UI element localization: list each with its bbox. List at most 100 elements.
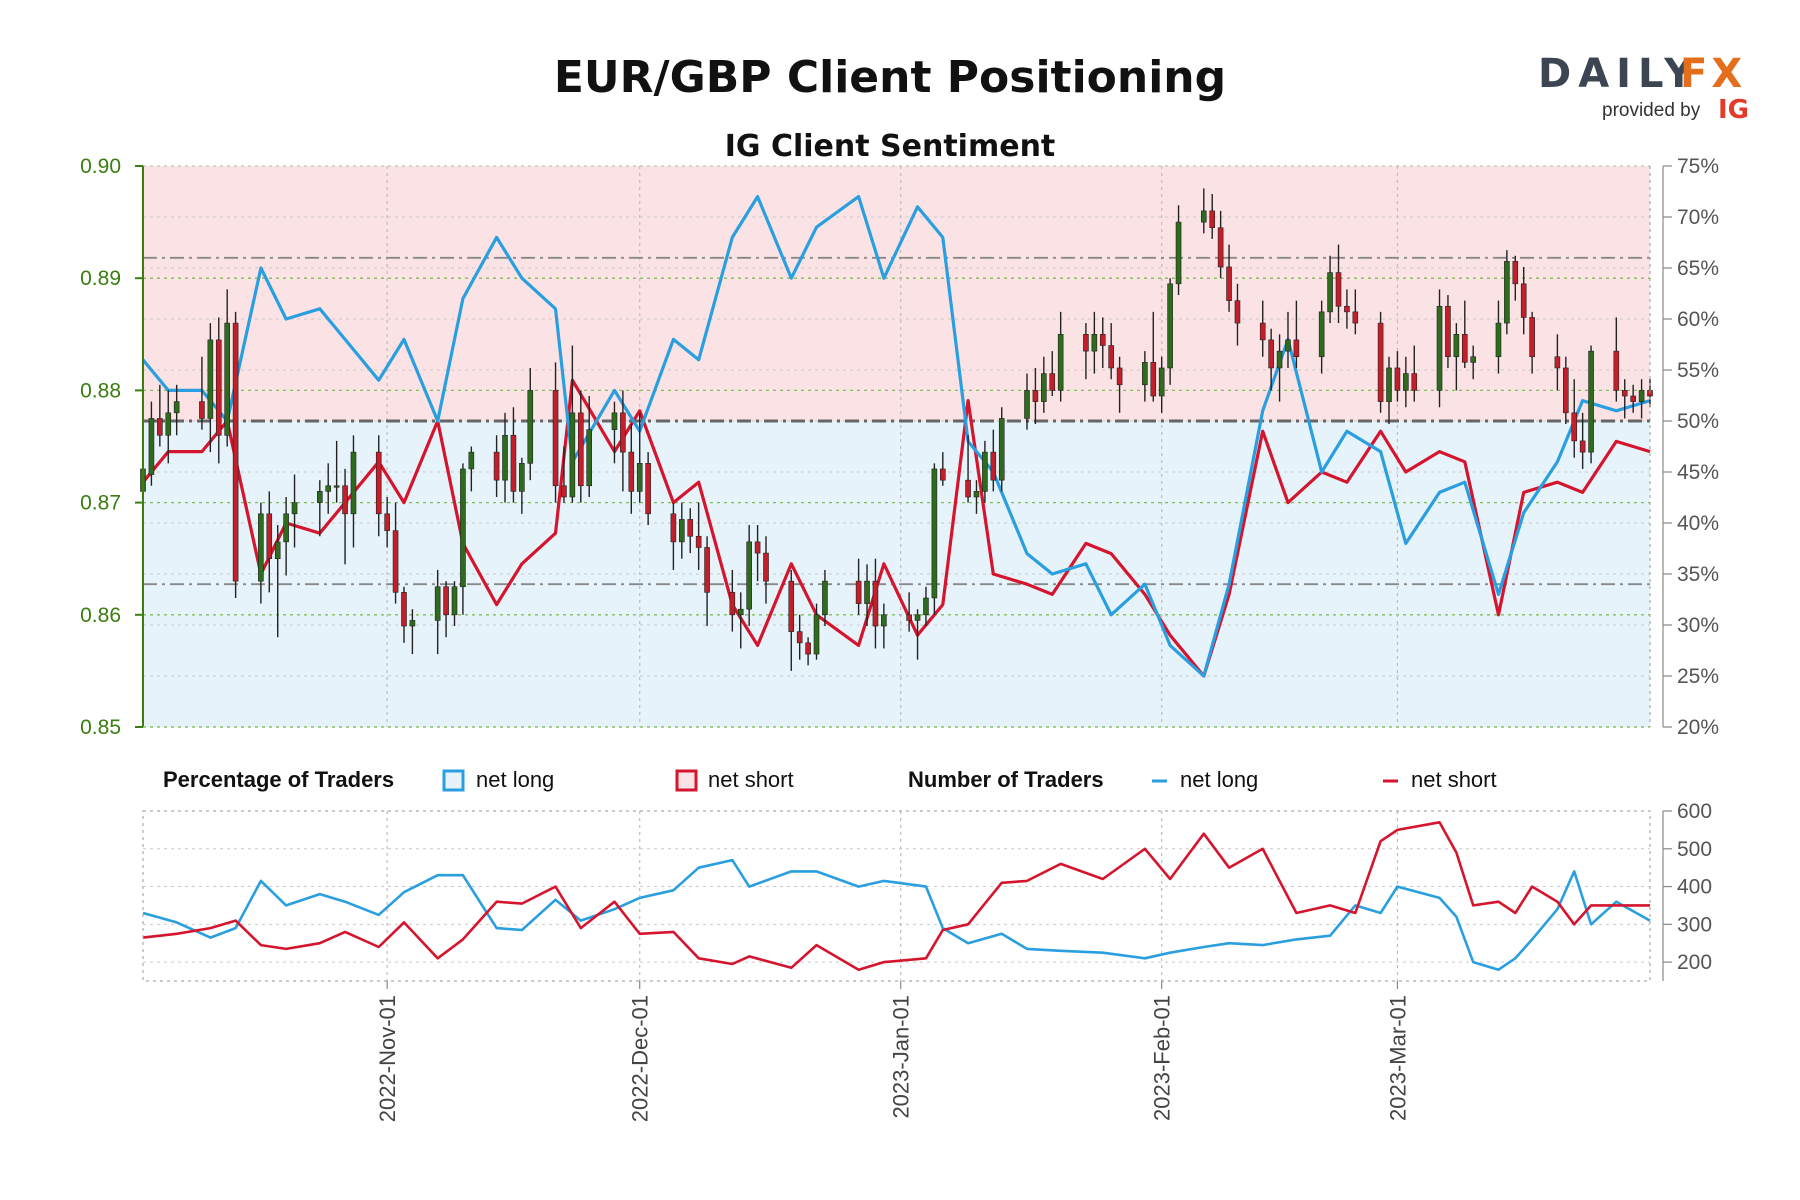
- price-tick-label: 0.86: [80, 604, 121, 627]
- candle-body: [1259, 322, 1266, 341]
- count-tick-label: 200: [1677, 951, 1712, 974]
- candle-body: [451, 586, 458, 616]
- candle-body: [1571, 412, 1578, 442]
- count-tick-label: 500: [1677, 838, 1712, 861]
- short-zone: [143, 166, 1650, 421]
- candle-body: [864, 580, 870, 604]
- candle-body: [1099, 333, 1106, 346]
- candle-body: [392, 530, 399, 593]
- candle-body: [283, 513, 289, 543]
- candle-body: [577, 412, 584, 487]
- pct-tick-label: 35%: [1677, 563, 1719, 586]
- pct-tick-label: 50%: [1677, 410, 1719, 433]
- candle-body: [291, 502, 298, 515]
- candle-body: [1209, 210, 1216, 229]
- candle-body: [679, 519, 685, 543]
- candle-body: [173, 401, 180, 414]
- chart-subtitle: IG Client Sentiment: [725, 129, 1056, 164]
- candle-body: [148, 418, 155, 475]
- candle-body: [1032, 390, 1039, 402]
- candle-body: [1024, 390, 1030, 419]
- candle-body: [940, 468, 946, 481]
- candle-body: [1049, 373, 1056, 391]
- legend: Percentage of Traders net long net short…: [163, 767, 1497, 792]
- legend-num-long-label: net long: [1180, 767, 1258, 792]
- candle-body: [1403, 373, 1409, 391]
- count-tick-label: 400: [1677, 876, 1712, 899]
- candle-body: [695, 535, 702, 548]
- candle-body: [788, 580, 795, 632]
- candle-body: [628, 451, 635, 492]
- legend-num-short-label: net short: [1411, 767, 1497, 792]
- candle-body: [998, 418, 1005, 481]
- candle-body: [468, 451, 475, 470]
- candle-body: [1285, 339, 1291, 352]
- candle-body: [881, 614, 887, 627]
- candle-body: [855, 580, 862, 604]
- candle-body: [384, 513, 390, 531]
- candle-body: [990, 451, 997, 481]
- lower-frame: [142, 810, 1651, 982]
- net-short-count-line: [142, 820, 1650, 972]
- net-long-count-line: [142, 858, 1651, 972]
- candle-body: [493, 451, 500, 481]
- legend-percentage-title: Percentage of Traders: [163, 767, 394, 792]
- candle-body: [1436, 305, 1443, 391]
- candle-body: [519, 463, 525, 492]
- candle-body: [258, 513, 264, 582]
- percentage-lines: [141, 195, 1651, 678]
- date-tick-label: 2022-Nov-01: [375, 995, 400, 1122]
- candle-body: [931, 468, 938, 599]
- candle-body: [965, 479, 971, 498]
- candle-body: [1175, 221, 1182, 285]
- candle-body: [1453, 333, 1460, 358]
- candle-body: [1150, 362, 1157, 397]
- trader-count-lines: [142, 820, 1651, 972]
- price-tick-label: 0.87: [80, 492, 121, 515]
- candle-body: [1276, 350, 1283, 369]
- date-tick-label: 2023-Jan-01: [889, 995, 914, 1119]
- pct-tick-label: 45%: [1677, 461, 1719, 484]
- date-tick-label: 2023-Mar-01: [1385, 995, 1410, 1121]
- candle-body: [636, 463, 643, 492]
- candle-body: [687, 519, 694, 537]
- pct-tick-label: 40%: [1677, 512, 1719, 535]
- count-tick-label: 300: [1677, 913, 1712, 936]
- legend-pct-short-label: net short: [708, 767, 794, 792]
- candle-body: [1344, 305, 1350, 313]
- candle-body: [510, 434, 517, 492]
- candle-body: [165, 412, 172, 436]
- candle-body: [1352, 311, 1359, 324]
- logo-fx: FX: [1680, 51, 1746, 97]
- candle-body: [872, 580, 879, 627]
- candle-body: [1621, 390, 1628, 397]
- pct-tick-label: 60%: [1677, 308, 1719, 331]
- price-tick-label: 0.90: [80, 155, 121, 178]
- legend-pct-long-label: net long: [476, 767, 554, 792]
- candle-body: [1377, 322, 1384, 402]
- net-long-pct-line: [141, 195, 1651, 678]
- candle-body: [316, 491, 323, 503]
- logo-ig: IG: [1718, 95, 1749, 125]
- pct-tick-label: 70%: [1677, 206, 1719, 229]
- candle-body: [973, 491, 980, 498]
- candle-body: [763, 552, 769, 582]
- candle-body: [569, 412, 576, 498]
- candle-body: [1041, 373, 1047, 402]
- candle-body: [1268, 339, 1274, 369]
- pct-tick-label: 75%: [1677, 155, 1719, 178]
- logo-daily: DAILY: [1538, 51, 1700, 97]
- candle-body: [1445, 305, 1451, 358]
- candle-body: [342, 485, 348, 515]
- candle-body: [822, 580, 828, 616]
- candle-body: [1226, 266, 1232, 301]
- candle-body: [1563, 367, 1569, 414]
- candle-body: [1335, 272, 1342, 307]
- candle-body: [1116, 367, 1123, 386]
- chart-title: EUR/GBP Client Positioning: [554, 52, 1226, 103]
- candle-body: [813, 614, 820, 655]
- pct-tick-label: 55%: [1677, 359, 1719, 382]
- candle-body: [1386, 367, 1392, 402]
- trader-count-axis-ticks: 200 300 400 500 600: [1663, 800, 1712, 974]
